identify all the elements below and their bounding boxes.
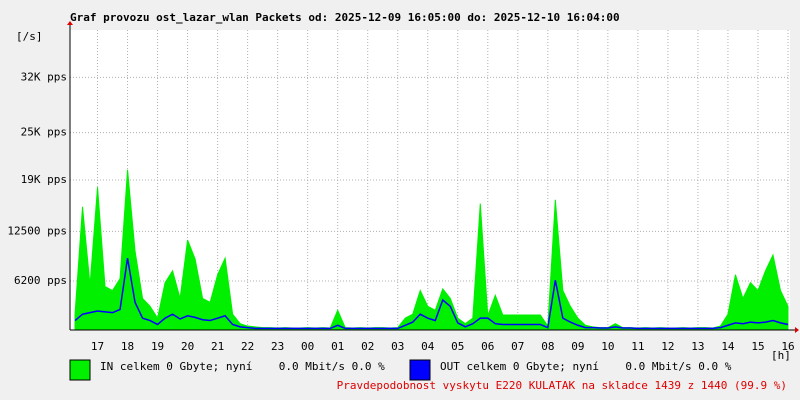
y-tick-label: 25K pps [21, 126, 67, 139]
x-tick-label: 23 [271, 340, 284, 353]
legend-label: IN celkem 0 Gbyte; nyní 0.0 Mbit/s 0.0 % [100, 360, 385, 373]
plot [70, 30, 790, 331]
legend: IN celkem 0 Gbyte; nyní 0.0 Mbit/s 0.0 %… [69, 359, 732, 381]
y-tick-label: 19K pps [21, 173, 67, 186]
x-axis-label: [h] [771, 349, 791, 362]
x-tick-label: 06 [481, 340, 494, 353]
x-tick-label: 07 [511, 340, 524, 353]
x-tick-label: 10 [601, 340, 614, 353]
x-tick-label: 09 [571, 340, 584, 353]
x-tick-label: 08 [541, 340, 554, 353]
x-arrow [795, 327, 799, 333]
x-tick-label: 22 [241, 340, 254, 353]
y-tick-label: 12500 pps [7, 224, 67, 237]
x-tick-label: 20 [181, 340, 194, 353]
legend-label: OUT celkem 0 Gbyte; nyní 0.0 Mbit/s 0.0 … [440, 360, 732, 373]
y-axis-label: [/s] [16, 30, 43, 43]
chart-title: Graf provozu ost_lazar_wlan Packets od: … [70, 11, 620, 24]
x-tick-label: 15 [751, 340, 764, 353]
y-tick-label: 6200 pps [14, 274, 67, 287]
x-tick-label: 05 [451, 340, 464, 353]
legend-swatch [69, 359, 91, 381]
x-tick-label: 01 [331, 340, 344, 353]
x-tick-label: 18 [121, 340, 134, 353]
x-tick-label: 12 [661, 340, 674, 353]
x-tick-label: 00 [301, 340, 314, 353]
y-arrow [67, 21, 73, 25]
x-tick-label: 03 [391, 340, 404, 353]
legend-swatch [409, 359, 431, 381]
annotation: Pravdepodobnost vyskytu E220 KULATAK na … [337, 379, 787, 392]
x-tick-label: 17 [91, 340, 104, 353]
x-tick-label: 21 [211, 340, 224, 353]
x-tick-label: 19 [151, 340, 164, 353]
out-line [74, 258, 789, 330]
x-tick-label: 04 [421, 340, 435, 353]
x-tick-label: 16 [781, 340, 794, 353]
x-tick-label: 11 [631, 340, 644, 353]
y-tick-label: 32K pps [21, 70, 67, 83]
x-tick-label: 13 [691, 340, 704, 353]
x-tick-label: 14 [721, 340, 735, 353]
x-tick-label: 02 [361, 340, 374, 353]
